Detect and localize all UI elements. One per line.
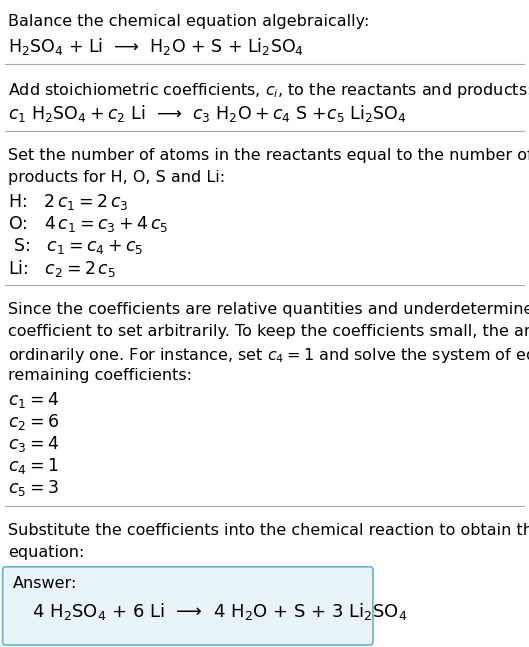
Text: $\mathsf{H_2SO_4}$ + Li  ⟶  $\mathsf{H_2O}$ + S + $\mathsf{Li_2SO_4}$: $\mathsf{H_2SO_4}$ + Li ⟶ $\mathsf{H_2O}… [8,36,304,57]
Text: S:   $c_1 = c_4 + c_5$: S: $c_1 = c_4 + c_5$ [8,236,143,256]
Text: O:   $4\,c_1 = c_3 + 4\,c_5$: O: $4\,c_1 = c_3 + 4\,c_5$ [8,214,168,234]
Text: Add stoichiometric coefficients, $c_i$, to the reactants and products:: Add stoichiometric coefficients, $c_i$, … [8,81,529,100]
Text: Set the number of atoms in the reactants equal to the number of atoms in the: Set the number of atoms in the reactants… [8,148,529,162]
Text: $c_4 = 1$: $c_4 = 1$ [8,456,58,476]
Text: coefficient to set arbitrarily. To keep the coefficients small, the arbitrary va: coefficient to set arbitrarily. To keep … [8,324,529,339]
Text: $c_1 = 4$: $c_1 = 4$ [8,390,59,410]
Text: $c_5 = 3$: $c_5 = 3$ [8,478,59,498]
Text: Substitute the coefficients into the chemical reaction to obtain the balanced: Substitute the coefficients into the che… [8,523,529,538]
Text: products for H, O, S and Li:: products for H, O, S and Li: [8,170,225,184]
Text: Li:   $c_2 = 2\,c_5$: Li: $c_2 = 2\,c_5$ [8,258,116,278]
Text: Balance the chemical equation algebraically:: Balance the chemical equation algebraica… [8,14,369,29]
Text: Since the coefficients are relative quantities and underdetermined, choose a: Since the coefficients are relative quan… [8,302,529,317]
Text: ordinarily one. For instance, set $c_4 = 1$ and solve the system of equations fo: ordinarily one. For instance, set $c_4 =… [8,346,529,365]
Text: remaining coefficients:: remaining coefficients: [8,368,192,383]
Text: $4\ \mathsf{H_2SO_4}$ + 6 Li  ⟶  $4\ \mathsf{H_2O}$ + S + $3\ \mathsf{Li_2SO_4}$: $4\ \mathsf{H_2SO_4}$ + 6 Li ⟶ $4\ \math… [32,601,407,622]
Text: Answer:: Answer: [13,576,78,591]
FancyBboxPatch shape [3,567,373,645]
Text: H:   $2\,c_1 = 2\,c_3$: H: $2\,c_1 = 2\,c_3$ [8,192,129,212]
Text: $c_3 = 4$: $c_3 = 4$ [8,434,59,454]
Text: $c_2 = 6$: $c_2 = 6$ [8,412,59,432]
Text: equation:: equation: [8,545,84,560]
Text: $c_1\ \mathsf{H_2SO_4} + c_2$ Li  ⟶  $c_3\ \mathsf{H_2O} + c_4$ S $+ c_5\ \maths: $c_1\ \mathsf{H_2SO_4} + c_2$ Li ⟶ $c_3\… [8,103,407,124]
